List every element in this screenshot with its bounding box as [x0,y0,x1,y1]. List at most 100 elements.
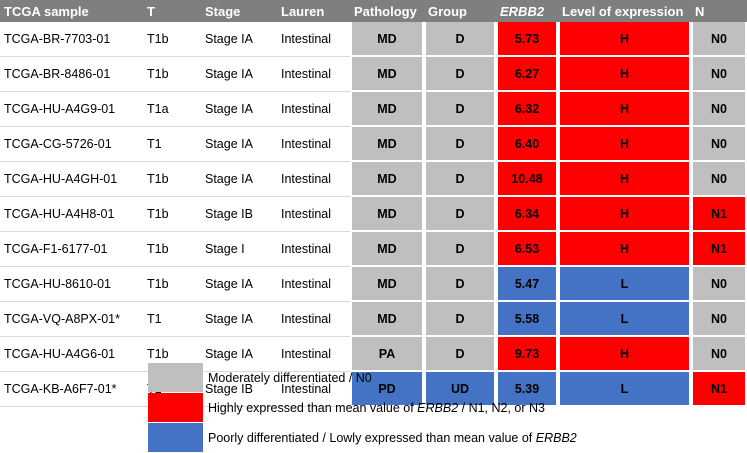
pathology-cell: MD [350,162,424,197]
table-row: TCGA-HU-A4G6-01 T1b Stage IA Intestinal PA D 9… [0,337,747,372]
legend-swatch [148,423,203,452]
header-level-of-expression: Level of expression [558,0,691,22]
erbb2-cell: 10.48 [496,162,558,197]
table-row: TCGA-HU-A4G9-01 T1a Stage IA Intestinal MD D 6… [0,92,747,127]
group-cell: D [424,337,496,372]
legend-label-suffix: / N1, N2, or N3 [458,401,545,415]
table-row: TCGA-HU-A4H8-01 T1b Stage IB Intestinal MD D 6… [0,197,747,232]
sample-cell: TCGA-BR-8486-01 [0,57,143,92]
header-t: T [143,0,201,22]
header-n: N [691,0,747,22]
n-cell: N1 [691,232,747,267]
t-cell: T1b [143,267,201,302]
stage-cell: Stage IA [201,302,277,337]
lauren-cell: Intestinal [277,302,350,337]
table-row: TCGA-BR-8486-01 T1b Stage IA Intestinal MD D 6… [0,57,747,92]
sample-cell: TCGA-HU-A4G9-01 [0,92,143,127]
level-cell: L [558,267,691,302]
sample-cell: TCGA-BR-7703-01 [0,22,143,57]
pathology-cell: MD [350,92,424,127]
sample-cell: TCGA-CG-5726-01 [0,127,143,162]
header-erbb2: ERBB2 [496,0,558,22]
stage-cell: Stage IA [201,337,277,372]
erbb2-cell: 6.40 [496,127,558,162]
sample-cell: TCGA-HU-8610-01 [0,267,143,302]
t-cell: T1 [143,127,201,162]
t-cell: T1b [143,197,201,232]
lauren-cell: Intestinal [277,232,350,267]
header-group: Group [424,0,496,22]
header-tcga-sample: TCGA sample [0,0,143,22]
legend-text: Poorly differentiated / Lowly expressed … [208,431,577,445]
n-cell: N0 [691,162,747,197]
stage-cell: Stage IA [201,57,277,92]
group-cell: D [424,92,496,127]
t-cell: T1b [143,162,201,197]
t-cell: T1b [143,232,201,267]
level-cell: H [558,22,691,57]
lauren-cell: Intestinal [277,127,350,162]
group-cell: D [424,302,496,337]
stage-cell: Stage IA [201,22,277,57]
sample-cell: TCGA-VQ-A8PX-01* [0,302,143,337]
stage-cell: Stage I [201,232,277,267]
erbb2-cell: 5.58 [496,302,558,337]
n-cell: N0 [691,302,747,337]
n-cell: N0 [691,92,747,127]
legend-swatch [148,363,203,392]
erbb2-cell: 9.73 [496,337,558,372]
legend-label: Highly expressed than mean value of [208,401,418,415]
level-cell: H [558,162,691,197]
lauren-cell: Intestinal [277,267,350,302]
lauren-cell: Intestinal [277,162,350,197]
legend-text: Moderately differentiated / N0 [208,371,372,385]
pathology-cell: MD [350,267,424,302]
header-row: TCGA sample T Stage Lauren Pathology Gro… [0,0,747,22]
n-cell: N0 [691,267,747,302]
pathology-cell: MD [350,57,424,92]
stage-cell: Stage IB [201,372,277,407]
lauren-cell: Intestinal [277,22,350,57]
header-lauren: Lauren [277,0,350,22]
level-cell: H [558,57,691,92]
pathology-cell: PD [350,372,424,407]
erbb2-cell: 6.53 [496,232,558,267]
level-cell: H [558,337,691,372]
level-cell: L [558,372,691,407]
tcga-table: TCGA sample T Stage Lauren Pathology Gro… [0,0,747,407]
level-cell: H [558,232,691,267]
sample-cell: TCGA-HU-A4GH-01 [0,162,143,197]
erbb2-cell: 5.39 [496,372,558,407]
level-cell: H [558,92,691,127]
pathology-cell: MD [350,22,424,57]
n-cell: N0 [691,22,747,57]
sample-cell: TCGA-KB-A6F7-01* [0,372,143,407]
sample-cell: TCGA-F1-6177-01 [0,232,143,267]
header-pathology: Pathology [350,0,424,22]
stage-cell: Stage IB [201,197,277,232]
t-cell: T1 [143,302,201,337]
pathology-cell: MD [350,302,424,337]
legend-gene: ERBB2 [535,431,577,445]
stage-cell: Stage IA [201,267,277,302]
t-cell: T1a [143,92,201,127]
lauren-cell: Intestinal [277,197,350,232]
sample-cell: TCGA-HU-A4H8-01 [0,197,143,232]
group-cell: UD [424,372,496,407]
stage-cell: Stage IA [201,162,277,197]
pathology-cell: MD [350,197,424,232]
group-cell: D [424,267,496,302]
group-cell: D [424,162,496,197]
table-row: TCGA-CG-5726-01 T1 Stage IA Intestinal MD D 6.… [0,127,747,162]
group-cell: D [424,232,496,267]
table-row: TCGA-HU-A4GH-01 T1b Stage IA Intestinal MD D 1… [0,162,747,197]
legend-label: Moderately differentiated / N0 [208,371,372,385]
stage-cell: Stage IA [201,92,277,127]
group-cell: D [424,127,496,162]
level-cell: L [558,302,691,337]
group-cell: D [424,197,496,232]
pathology-cell: MD [350,127,424,162]
level-cell: H [558,127,691,162]
lauren-cell: Intestinal [277,372,350,407]
